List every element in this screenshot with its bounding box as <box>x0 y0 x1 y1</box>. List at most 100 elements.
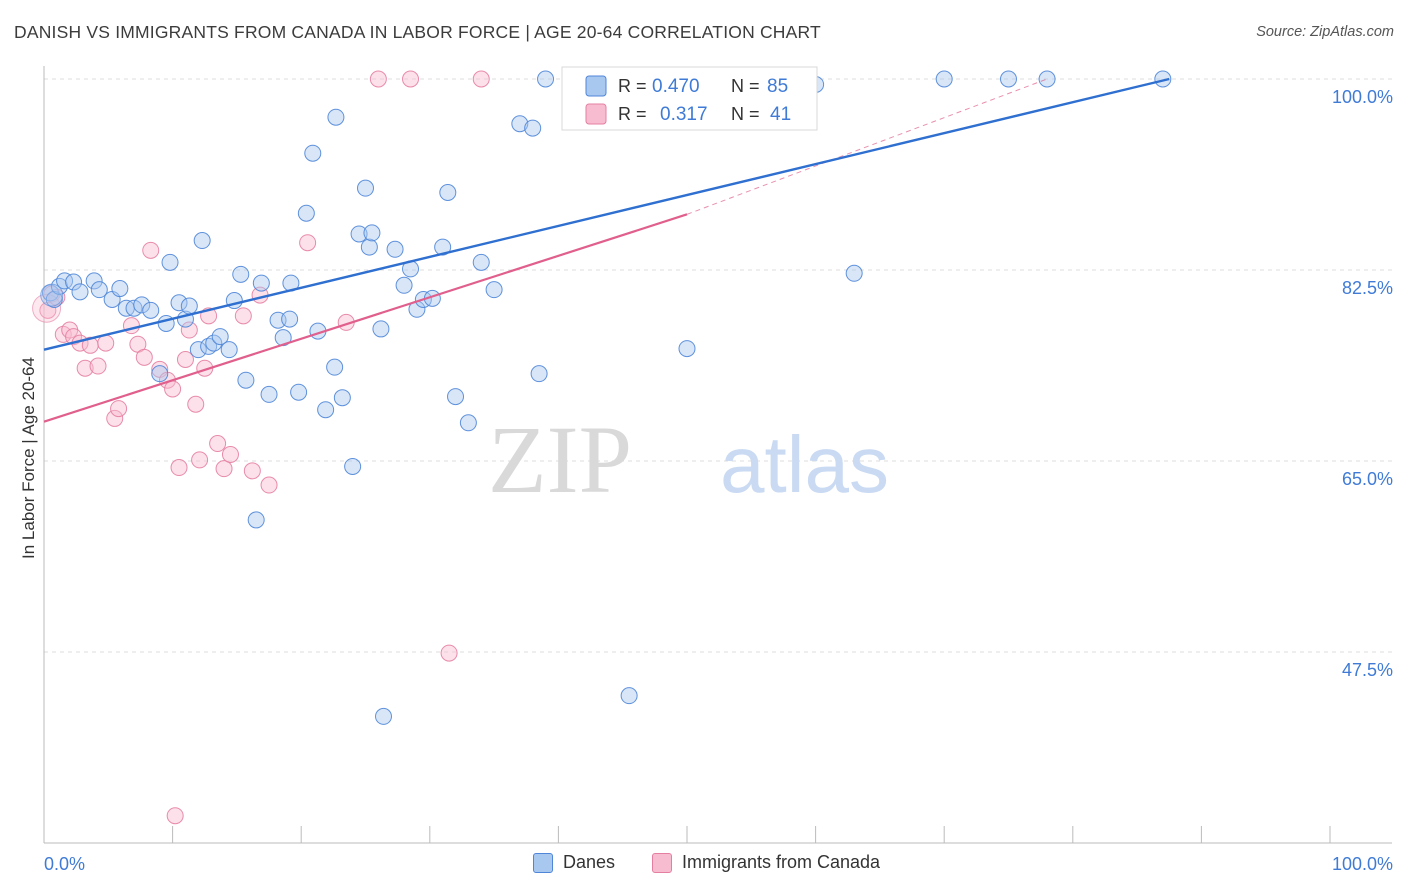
danes-point-3 <box>56 272 74 290</box>
danes-point-16 <box>161 253 179 271</box>
danes-point-58 <box>439 184 457 202</box>
danes-point-13 <box>142 301 160 319</box>
legend-item-canada: Immigrants from Canada <box>652 852 880 873</box>
canada-point-25 <box>191 451 209 469</box>
danes-point-6 <box>85 272 103 290</box>
danes-point-5 <box>71 283 89 301</box>
danes-point-70 <box>620 687 638 705</box>
danes-point-19 <box>180 297 198 315</box>
danes-point-50 <box>375 707 393 725</box>
danes-point-22 <box>200 337 218 355</box>
canada-point-32 <box>243 462 261 480</box>
legend-danes-r-label: R = <box>618 76 647 96</box>
canada-point-12 <box>110 400 128 418</box>
axes <box>43 66 1392 844</box>
canada-point-9 <box>89 357 107 375</box>
trend-lines <box>43 77 1170 423</box>
danes-point-66 <box>537 70 555 88</box>
y-tick-label-1: 65.0% <box>1342 469 1393 489</box>
canada-point-29 <box>215 460 233 478</box>
danes-point-27 <box>232 265 250 283</box>
danes-point-57 <box>434 238 452 256</box>
danes-point-47 <box>360 238 378 256</box>
legend-canada-swatch <box>585 103 607 125</box>
canada-point-19 <box>164 380 182 398</box>
danes-point-37 <box>297 204 315 222</box>
canada-point-23 <box>180 321 198 339</box>
canada-point-37 <box>369 70 387 88</box>
canada-point-40 <box>472 70 490 88</box>
watermark-atlas: atlas <box>720 420 889 509</box>
danes-point-30 <box>252 274 270 292</box>
danes-point-7 <box>90 281 108 299</box>
canada-point-38 <box>402 70 420 88</box>
danes-point-34 <box>281 310 299 328</box>
legend-swatch-danes <box>533 852 553 873</box>
legend-danes-n-label: N = <box>731 76 760 96</box>
source-label: Source: ZipAtlas.com <box>1256 24 1394 40</box>
danes-point-43 <box>333 389 351 407</box>
legend-top: R = 0.470 N = 85 R = 0.317 N = 41 <box>561 66 818 131</box>
danes-point-40 <box>317 401 335 419</box>
danes-cluster-point <box>40 283 64 307</box>
danes-point-42 <box>327 108 345 126</box>
danes-point-64 <box>524 119 542 137</box>
danes-point-38 <box>304 144 322 162</box>
legend-item-danes: Danes <box>533 852 615 873</box>
tick-labels: 47.5% 65.0% 82.5% 100.0% 0.0% 100.0% <box>44 87 1393 874</box>
danes-point-80 <box>845 264 863 282</box>
legend-canada-n-value: 41 <box>770 104 791 125</box>
legend-danes-r-value: 0.470 <box>652 76 700 97</box>
canada-point-20 <box>166 807 184 825</box>
canada-point-31 <box>234 307 252 325</box>
legend-swatch-canada <box>652 852 672 873</box>
canada-point-7 <box>76 359 94 377</box>
canada-cluster-point <box>32 293 62 323</box>
danes-point-17 <box>170 294 188 312</box>
danes-point-63 <box>511 115 529 133</box>
danes-point-44 <box>344 457 362 475</box>
canada-point-24 <box>187 395 205 413</box>
canada-point-11 <box>106 409 124 427</box>
danes-trend-line <box>43 77 1170 351</box>
danes-point-51 <box>386 240 404 258</box>
danes-point-61 <box>472 253 490 271</box>
legend-danes-swatch <box>585 75 607 97</box>
danes-point-49 <box>372 320 390 338</box>
canada-point-15 <box>135 348 153 366</box>
danes-point-62 <box>485 281 503 299</box>
series-canada-points <box>32 70 490 825</box>
x-tick-label-1: 100.0% <box>1332 854 1393 874</box>
danes-point-65 <box>530 365 548 383</box>
danes-point-60 <box>459 414 477 432</box>
canada-point-39 <box>440 644 458 662</box>
legend-label-danes: Danes <box>563 852 616 872</box>
danes-point-36 <box>290 383 308 401</box>
canada-point-35 <box>299 234 317 252</box>
y-tick-label-3: 100.0% <box>1332 87 1393 107</box>
canada-point-22 <box>176 350 194 368</box>
danes-point-23 <box>205 334 223 352</box>
legend-bottom: Danes Immigrants from Canada <box>0 852 1406 878</box>
legend-canada-n-label: N = <box>731 104 760 124</box>
legend-label-canada: Immigrants from Canada <box>682 852 881 872</box>
legend-danes-n-value: 85 <box>767 76 788 97</box>
canada-point-34 <box>260 476 278 494</box>
canada-point-16 <box>142 241 160 259</box>
canada-point-13 <box>122 317 140 335</box>
danes-point-20 <box>189 341 207 359</box>
danes-point-28 <box>237 371 255 389</box>
danes-point-9 <box>111 280 129 298</box>
danes-point-83 <box>1038 70 1056 88</box>
danes-point-46 <box>357 179 374 197</box>
canada-point-21 <box>170 459 188 477</box>
legend-canada-r-label: R = <box>618 104 647 124</box>
danes-point-52 <box>395 276 413 294</box>
danes-point-4 <box>65 273 83 291</box>
canada-point-30 <box>221 445 239 463</box>
danes-point-24 <box>211 328 229 346</box>
danes-point-41 <box>326 358 344 376</box>
danes-point-21 <box>193 232 211 250</box>
y-tick-label-0: 47.5% <box>1342 660 1393 680</box>
